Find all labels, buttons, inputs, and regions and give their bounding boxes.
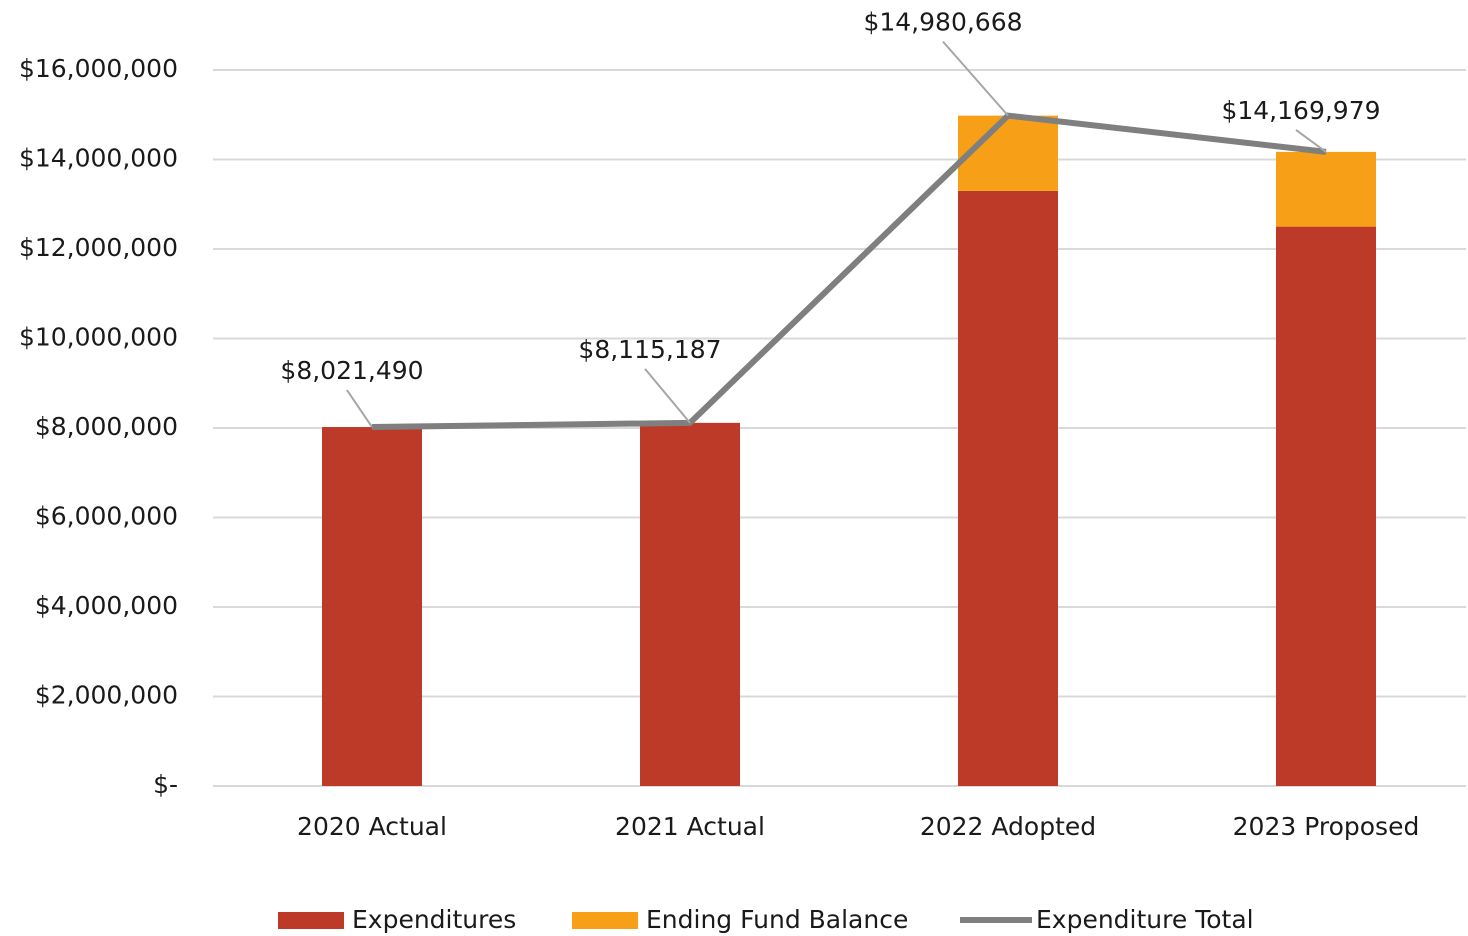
leader-line	[942, 40, 1009, 117]
y-tick-label: $10,000,000	[19, 323, 178, 352]
data-label: $14,980,668	[863, 8, 1022, 37]
leader-line	[346, 389, 373, 428]
data-label: $14,169,979	[1221, 96, 1380, 125]
data-label: $8,021,490	[280, 356, 423, 385]
leader-line	[1295, 129, 1327, 153]
y-tick-label: $14,000,000	[19, 144, 178, 173]
bar	[958, 190, 1058, 786]
y-tick-label: $6,000,000	[35, 502, 178, 531]
bar	[1276, 226, 1376, 786]
bar	[322, 427, 422, 786]
bar	[958, 115, 1058, 191]
y-tick-label: $8,000,000	[35, 412, 178, 441]
bar	[640, 422, 740, 786]
y-tick-label: $12,000,000	[19, 233, 178, 262]
y-tick-label: $16,000,000	[19, 54, 178, 83]
x-tick-label: 2021 Actual	[615, 812, 765, 841]
leader-line	[644, 368, 691, 424]
x-tick-label: 2022 Adopted	[920, 812, 1096, 841]
x-tick-label: 2020 Actual	[297, 812, 447, 841]
x-tick-label: 2023 Proposed	[1233, 812, 1420, 841]
bar	[1276, 151, 1376, 227]
legend-label: Ending Fund Balance	[646, 905, 908, 934]
y-tick-label: $-	[153, 770, 178, 799]
line	[371, 112, 1327, 431]
legend-swatch	[572, 912, 638, 929]
legend-swatch	[278, 912, 344, 929]
legend-label: Expenditures	[352, 905, 516, 934]
data-label: $8,115,187	[578, 335, 721, 364]
legend-label: Expenditure Total	[1036, 905, 1254, 934]
y-tick-label: $2,000,000	[35, 681, 178, 710]
y-tick-label: $4,000,000	[35, 591, 178, 620]
